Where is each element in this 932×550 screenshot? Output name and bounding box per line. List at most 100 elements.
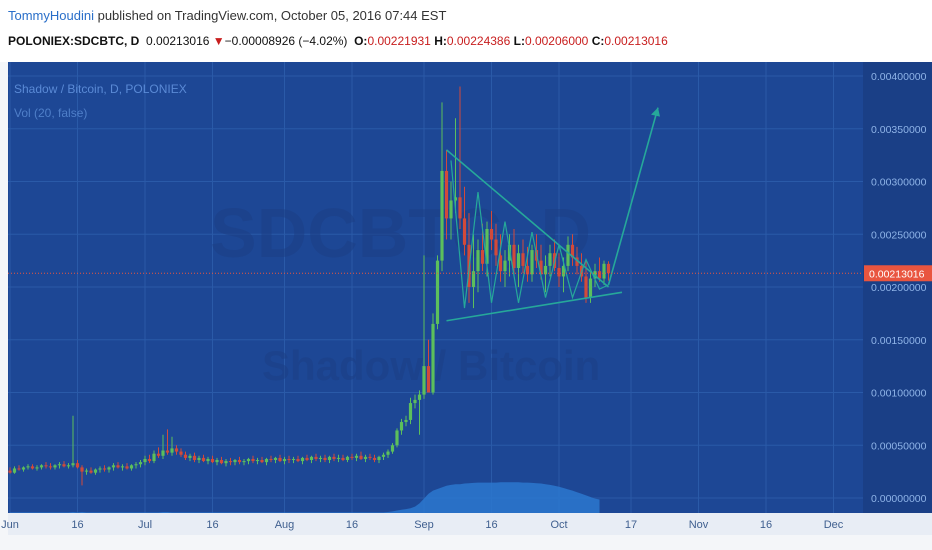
candle-body (206, 458, 210, 462)
candle-body (228, 461, 233, 463)
candle (606, 261, 611, 281)
candle-body (71, 463, 75, 466)
candle-body (278, 457, 282, 462)
candle (35, 465, 39, 471)
candle (242, 458, 246, 466)
candle (39, 464, 44, 470)
last-price-tag: 0.00213016 (864, 265, 932, 282)
candle-body (291, 458, 296, 461)
change-value: −0.00008926 (−4.02%) (224, 34, 348, 48)
candle-body (449, 200, 453, 219)
candle (228, 457, 233, 466)
candle (377, 455, 381, 464)
candle (93, 468, 98, 475)
candle-body (435, 260, 440, 324)
candle-body (156, 453, 161, 456)
price-axis[interactable] (863, 62, 932, 513)
arrowhead-icon (651, 107, 660, 117)
chart-legend-title: Shadow / Bitcoin, D, POLONIEX (14, 82, 187, 96)
candle (512, 228, 516, 277)
candle-body (588, 278, 593, 298)
candle (237, 456, 242, 465)
candle-body (147, 458, 152, 462)
candle-body (489, 228, 494, 240)
candle-body (170, 448, 174, 453)
volume-area (10, 482, 600, 513)
candle-body (363, 456, 368, 459)
candle (210, 455, 215, 464)
y-axis-labels: 0.00400000 0.00350000 0.00300000 0.00250000… (871, 71, 927, 505)
candle (179, 448, 183, 457)
candle-body (120, 466, 125, 468)
candle-body (345, 456, 350, 461)
drawings (445, 107, 660, 322)
candle-body (561, 265, 566, 277)
candle-body (17, 468, 21, 470)
candle (498, 234, 503, 282)
candle (296, 455, 300, 463)
candle (57, 462, 62, 469)
x-tick-label: Oct (550, 519, 567, 531)
candle (26, 464, 30, 470)
candle (543, 255, 548, 293)
candle (170, 436, 174, 456)
high-label: H: (434, 34, 447, 48)
candle (246, 457, 251, 465)
candle-body (503, 260, 507, 272)
candle-body (219, 460, 224, 464)
candle-body (539, 260, 543, 275)
candle-body (39, 465, 44, 468)
close-label: C: (591, 34, 605, 48)
candle (300, 456, 305, 465)
candle (476, 239, 480, 293)
candle (381, 452, 386, 461)
candle-body (210, 458, 215, 463)
candle-body (327, 456, 332, 461)
candle (417, 390, 422, 435)
candle (102, 465, 107, 472)
candle (557, 253, 561, 287)
candle-body (57, 464, 62, 466)
chart[interactable]: SDCBTC, D Shadow / Bitcoin 0.00213016 0.… (0, 62, 932, 550)
candle (251, 455, 255, 464)
candle (71, 415, 75, 468)
candle-body (395, 430, 399, 446)
candle (224, 458, 228, 467)
candle-body (359, 455, 363, 459)
volume-series (10, 482, 600, 513)
candle (201, 454, 206, 463)
candle (458, 86, 462, 229)
candle (341, 454, 345, 462)
candle (350, 453, 354, 461)
time-axis[interactable] (8, 513, 863, 535)
candle (435, 255, 440, 330)
candle-body (584, 276, 588, 298)
candle-body (453, 197, 458, 201)
candle (345, 455, 350, 463)
candle (143, 455, 147, 466)
candle (138, 460, 143, 468)
publish-line: TommyHoudini published on TradingView.co… (8, 8, 446, 23)
candle-body (8, 470, 12, 473)
candle-body (530, 250, 534, 275)
candles (8, 86, 611, 486)
candle-body (440, 170, 444, 261)
author-link[interactable]: TommyHoudini (8, 8, 94, 23)
candle-body (48, 466, 53, 468)
candle (516, 244, 521, 287)
x-tick-label: Aug (275, 519, 295, 531)
candle (386, 449, 390, 458)
candle (453, 118, 458, 214)
x-tick-label: Sep (414, 519, 434, 531)
candle-body (282, 458, 287, 462)
candle-body (597, 271, 602, 279)
zigzag-line (450, 160, 609, 309)
candle (165, 429, 170, 455)
candle-body (62, 464, 66, 467)
candle-body (26, 466, 30, 468)
y-tick-label: 0.00200000 (871, 282, 927, 294)
high-value: 0.00224386 (446, 34, 511, 48)
candle (444, 149, 449, 240)
candle-body (75, 463, 80, 468)
candle-body (543, 265, 548, 275)
